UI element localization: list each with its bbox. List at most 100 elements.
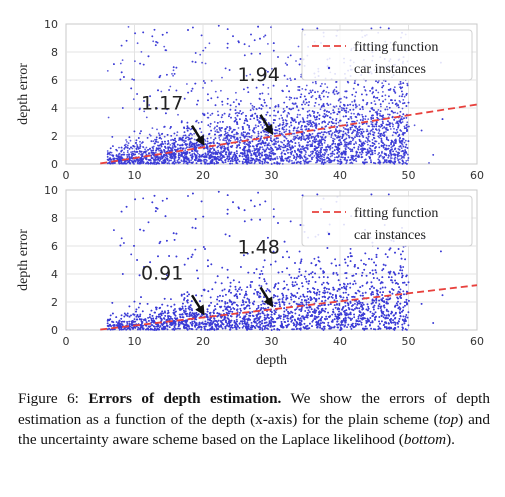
- scatter-point: [298, 144, 301, 147]
- scatter-point: [377, 161, 380, 164]
- scatter-point: [398, 83, 400, 86]
- scatter-point: [250, 52, 253, 55]
- scatter-point: [226, 97, 229, 100]
- scatter-point: [242, 131, 245, 134]
- scatter-point: [403, 161, 405, 164]
- scatter-point: [312, 81, 314, 84]
- scatter-point: [296, 97, 298, 100]
- scatter-point: [315, 82, 317, 85]
- scatter-point: [387, 139, 390, 142]
- scatter-point: [351, 126, 353, 129]
- scatter-point: [392, 111, 395, 114]
- scatter-point: [208, 133, 210, 136]
- scatter-point: [265, 113, 268, 116]
- scatter-point: [379, 103, 382, 106]
- scatter-point: [267, 93, 270, 95]
- scatter-point: [387, 148, 389, 150]
- scatter-point: [377, 91, 380, 94]
- scatter-point: [282, 143, 285, 146]
- scatter-point: [255, 108, 258, 111]
- scatter-point: [402, 99, 405, 101]
- scatter-point: [220, 89, 222, 92]
- scatter-point: [344, 148, 347, 151]
- scatter-point: [345, 162, 347, 165]
- scatter-point: [216, 129, 218, 131]
- scatter-point: [249, 73, 252, 76]
- scatter-point: [413, 124, 416, 127]
- scatter-point: [222, 139, 225, 141]
- scatter-point: [270, 97, 272, 100]
- scatter-point: [164, 142, 167, 145]
- scatter-point: [255, 126, 257, 129]
- scatter-point: [217, 114, 220, 117]
- scatter-point: [282, 119, 284, 121]
- scatter-point: [364, 140, 367, 143]
- scatter-point: [387, 120, 389, 123]
- scatter-point: [230, 137, 232, 139]
- scatter-point: [126, 141, 128, 143]
- scatter-point: [320, 142, 323, 145]
- scatter-point: [171, 73, 173, 75]
- scatter-point: [388, 106, 391, 109]
- scatter-point: [335, 86, 338, 89]
- scatter-point: [405, 124, 408, 127]
- scatter-point: [363, 142, 366, 145]
- scatter-point: [310, 156, 313, 159]
- scatter-point: [370, 159, 372, 162]
- scatter-point: [246, 124, 249, 126]
- scatter-point: [404, 149, 406, 152]
- scatter-point: [235, 118, 238, 121]
- scatter-point: [337, 162, 339, 165]
- scatter-point: [241, 155, 244, 158]
- scatter-point: [145, 146, 148, 149]
- scatter-point: [125, 39, 128, 42]
- scatter-point: [395, 150, 398, 153]
- scatter-point: [164, 145, 166, 148]
- scatter-point: [315, 97, 318, 100]
- scatter-point: [273, 162, 276, 164]
- scatter-point: [136, 144, 138, 146]
- scatter-point: [226, 131, 229, 134]
- scatter-point: [366, 130, 369, 133]
- scatter-point: [190, 159, 193, 162]
- scatter-point: [331, 146, 334, 149]
- scatter-point: [258, 97, 261, 100]
- scatter-point: [286, 64, 288, 66]
- scatter-point: [158, 144, 160, 147]
- scatter-point: [271, 132, 274, 134]
- scatter-point: [326, 102, 329, 105]
- scatter-point: [397, 124, 400, 127]
- scatter-point: [370, 27, 373, 30]
- scatter-point: [428, 162, 430, 164]
- scatter-point: [403, 125, 406, 128]
- scatter-point: [401, 139, 403, 142]
- scatter-point: [333, 153, 336, 156]
- scatter-point: [300, 156, 303, 159]
- scatter-point: [236, 121, 238, 123]
- scatter-point: [257, 148, 259, 150]
- scatter-point: [382, 91, 384, 93]
- scatter-point: [405, 117, 408, 119]
- scatter-point: [367, 143, 369, 146]
- scatter-point: [347, 156, 350, 159]
- scatter-point: [374, 103, 377, 106]
- scatter-point: [294, 151, 297, 153]
- scatter-point: [319, 144, 321, 147]
- scatter-point: [367, 139, 369, 142]
- scatter-point: [355, 142, 357, 145]
- scatter-point: [216, 125, 219, 128]
- scatter-point: [236, 157, 239, 159]
- scatter-point: [319, 160, 321, 162]
- scatter-point: [350, 154, 353, 157]
- scatter-point: [387, 156, 390, 159]
- scatter-point: [150, 149, 153, 152]
- scatter-point: [180, 144, 182, 147]
- scatter-point: [374, 147, 376, 150]
- scatter-point: [306, 114, 309, 117]
- scatter-point: [277, 141, 279, 144]
- scatter-point: [275, 126, 277, 129]
- scatter-point: [246, 86, 249, 89]
- scatter-point: [204, 62, 207, 65]
- scatter-point: [153, 152, 155, 154]
- scatter-point: [383, 156, 386, 158]
